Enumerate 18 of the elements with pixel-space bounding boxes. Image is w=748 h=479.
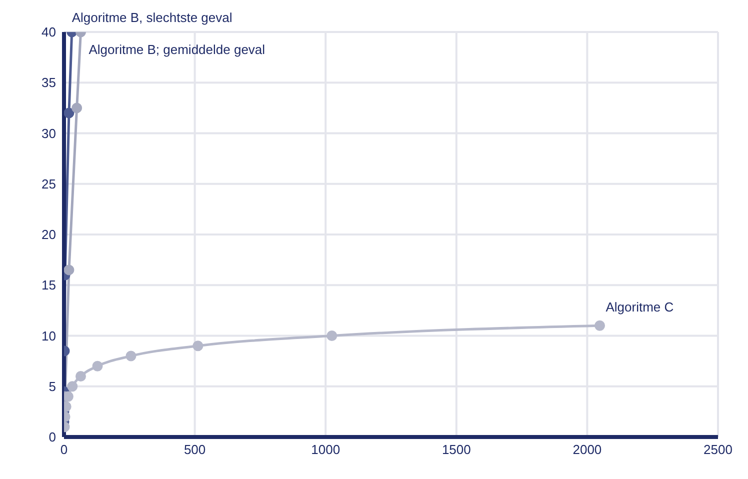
y-tick-label: 5 (48, 378, 56, 394)
y-tick-label: 25 (42, 176, 56, 192)
y-tick-label: 15 (42, 278, 56, 293)
x-tick-label: 2500 (704, 442, 732, 458)
y-tick-label: 30 (42, 126, 56, 141)
x-tick-label: 0 (60, 442, 68, 458)
x-tick-label: 1500 (442, 442, 471, 458)
series-label: Algoritme B; gemiddelde geval (88, 42, 266, 57)
y-tick-label: 20 (42, 227, 56, 242)
y-tick-label: 0 (48, 430, 56, 445)
y-tick-label: 40 (42, 24, 56, 40)
x-tick-label: 2000 (572, 442, 602, 458)
y-tick-label: 10 (42, 328, 56, 344)
x-tick-label: 1000 (311, 442, 340, 458)
series-label: Algoritme C (606, 300, 674, 315)
y-tick-label: 35 (42, 75, 56, 90)
series-label: Algoritme B, slechtste geval (72, 10, 232, 25)
x-tick-label: 500 (184, 442, 206, 458)
